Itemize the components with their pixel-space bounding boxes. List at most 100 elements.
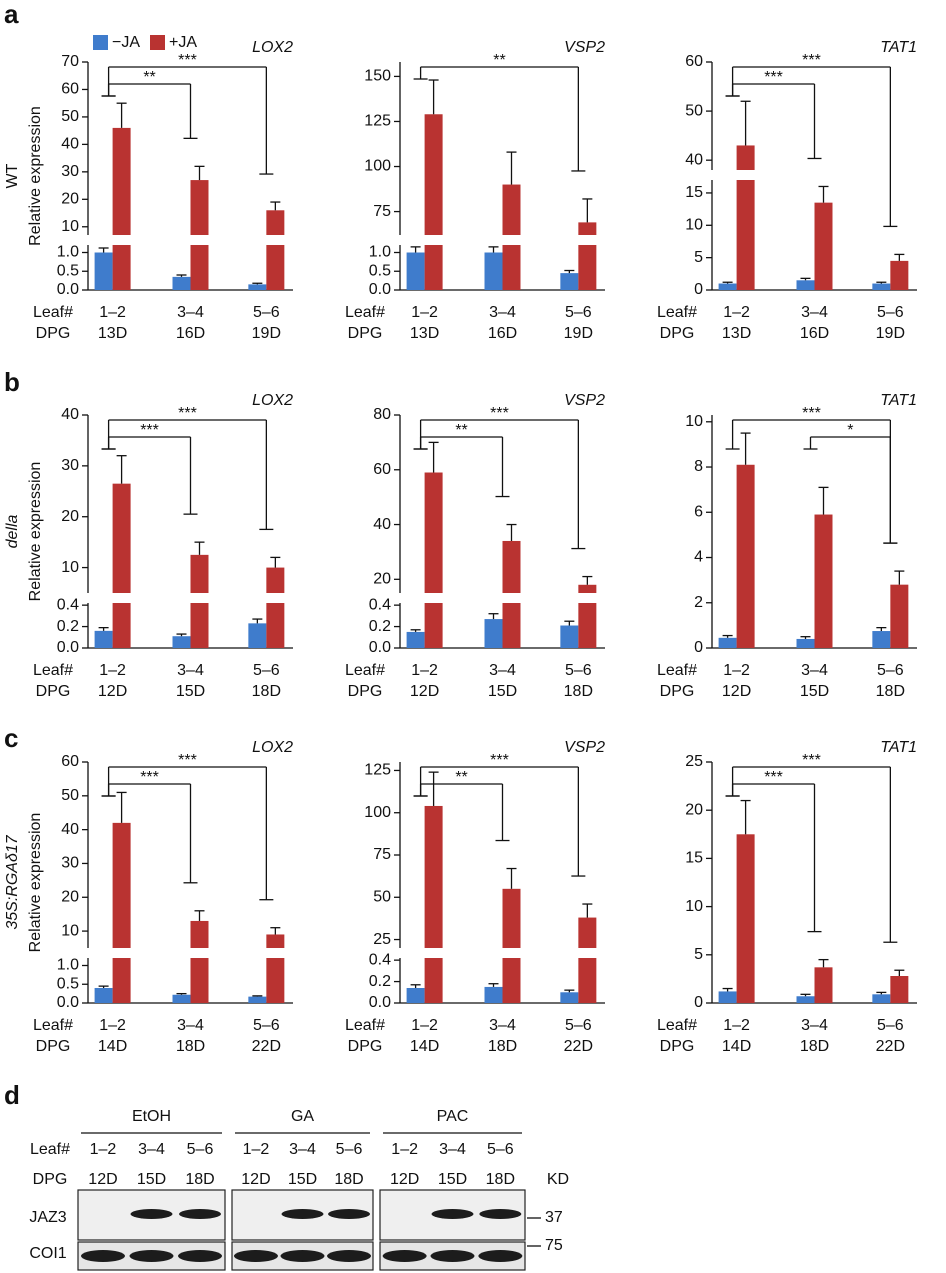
- bar: [502, 184, 521, 235]
- bar: [484, 986, 503, 1003]
- x-tick-label: 18D: [800, 1038, 829, 1055]
- x-tick-label: 3–4: [489, 1017, 516, 1034]
- bar: [266, 958, 285, 1003]
- bar: [578, 584, 597, 593]
- significance-label: ***: [178, 52, 197, 69]
- y-tick-label: 0.4: [369, 596, 391, 613]
- significance-label: *: [847, 422, 853, 439]
- y-tick-label: 30: [61, 457, 79, 474]
- bar: [248, 284, 267, 290]
- x-tick-label: 1–2: [723, 304, 750, 321]
- bar: [190, 554, 209, 593]
- band-label: COI1: [29, 1245, 66, 1262]
- legend-label: −JA: [112, 34, 140, 51]
- y-tick-label: 20: [373, 571, 391, 588]
- x-row-label: Leaf#: [657, 1017, 697, 1034]
- chart-title: VSP2: [564, 739, 605, 756]
- y-tick-label: 10: [61, 922, 79, 939]
- bar: [112, 822, 131, 948]
- y-tick-label: 0.4: [57, 596, 79, 613]
- x-tick-label: 12D: [722, 683, 751, 700]
- y-tick-label: 50: [61, 787, 79, 804]
- x-row-label: DPG: [660, 683, 695, 700]
- y-tick-label: 75: [373, 203, 391, 220]
- x-tick-label: 1–2: [411, 1017, 438, 1034]
- x-row-label: Leaf#: [33, 304, 73, 321]
- y-tick-label: 60: [61, 753, 79, 770]
- x-tick-label: 18D: [176, 1038, 205, 1055]
- y-tick-label: 6: [694, 503, 703, 520]
- x-tick-label: 22D: [252, 1038, 281, 1055]
- x-tick-label: 18D: [252, 683, 281, 700]
- y-tick-label: 75: [373, 846, 391, 863]
- lane-leaf: 3–4: [439, 1141, 466, 1158]
- bar: [890, 584, 909, 648]
- bar: [736, 464, 755, 648]
- y-tick-label: 40: [685, 151, 703, 168]
- bar: [718, 283, 737, 290]
- band: [280, 1250, 325, 1262]
- x-tick-label: 13D: [722, 325, 751, 342]
- band: [129, 1250, 174, 1262]
- x-tick-label: 5–6: [253, 1017, 280, 1034]
- x-row-label: Leaf#: [345, 662, 385, 679]
- y-tick-label: 40: [373, 516, 391, 533]
- y-tick-label: 100: [364, 158, 391, 175]
- x-tick-label: 3–4: [177, 662, 204, 679]
- x-row-label: DPG: [348, 325, 383, 342]
- y-tick-label: 25: [685, 753, 703, 770]
- bar: [266, 210, 285, 235]
- y-tick-label: 0.2: [369, 618, 391, 635]
- x-tick-label: 14D: [410, 1038, 439, 1055]
- significance-label: ***: [140, 769, 159, 786]
- lane-dpg: 15D: [137, 1171, 166, 1188]
- y-tick-label: 10: [61, 559, 79, 576]
- x-tick-label: 1–2: [99, 1017, 126, 1034]
- bar: [736, 145, 755, 170]
- y-tick-label: 40: [61, 136, 79, 153]
- blot-row-label: DPG: [33, 1171, 68, 1188]
- marker-label: 75: [545, 1237, 563, 1254]
- y-tick-label: 60: [61, 81, 79, 98]
- lane-dpg: 15D: [288, 1171, 317, 1188]
- y-tick-label: 0.0: [57, 281, 79, 298]
- bar: [406, 252, 425, 290]
- x-tick-label: 3–4: [801, 662, 828, 679]
- bar: [796, 638, 815, 648]
- band: [179, 1209, 222, 1219]
- bar: [266, 603, 285, 648]
- y-tick-label: 10: [685, 217, 703, 234]
- y-tick-label: 20: [61, 508, 79, 525]
- x-row-label: Leaf#: [33, 1017, 73, 1034]
- y-tick-label: 0.0: [369, 639, 391, 656]
- bar: [266, 245, 285, 290]
- lane-dpg: 18D: [334, 1171, 363, 1188]
- band: [233, 1250, 278, 1262]
- y-tick-label: 0.4: [369, 951, 391, 968]
- y-tick-label: 1.0: [369, 244, 391, 261]
- bar: [190, 958, 209, 1003]
- y-tick-label: 80: [373, 406, 391, 423]
- lane-dpg: 15D: [438, 1171, 467, 1188]
- lane-leaf: 5–6: [336, 1141, 363, 1158]
- x-tick-label: 3–4: [177, 304, 204, 321]
- significance-label: ***: [490, 752, 509, 769]
- y-tick-label: 125: [364, 113, 391, 130]
- band: [478, 1250, 523, 1262]
- x-tick-label: 19D: [564, 325, 593, 342]
- y-tick-label: 10: [685, 898, 703, 915]
- y-tick-label: 0: [694, 281, 703, 298]
- significance-label: ***: [764, 769, 783, 786]
- bar: [266, 567, 285, 593]
- significance-label: ***: [178, 752, 197, 769]
- bar: [112, 245, 131, 290]
- bar: [424, 805, 443, 948]
- bar: [502, 603, 521, 648]
- bar: [424, 114, 443, 235]
- significance-label: ***: [802, 752, 821, 769]
- lane-leaf: 3–4: [138, 1141, 165, 1158]
- y-tick-label: 30: [61, 855, 79, 872]
- x-row-label: DPG: [660, 325, 695, 342]
- y-tick-label: 15: [685, 184, 703, 201]
